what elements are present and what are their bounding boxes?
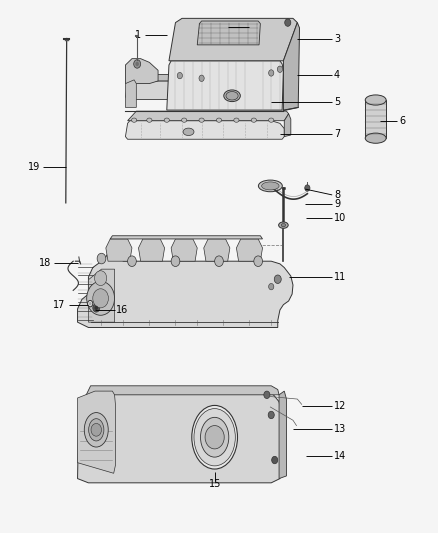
- Text: 15: 15: [208, 479, 221, 489]
- Polygon shape: [169, 18, 297, 61]
- Ellipse shape: [147, 118, 152, 122]
- Ellipse shape: [258, 180, 283, 192]
- Text: 9: 9: [334, 199, 340, 209]
- Circle shape: [87, 281, 115, 316]
- Circle shape: [91, 423, 102, 436]
- Ellipse shape: [88, 419, 104, 441]
- Polygon shape: [204, 239, 230, 261]
- Text: 13: 13: [334, 424, 346, 434]
- Text: 17: 17: [53, 300, 66, 310]
- Text: 2: 2: [251, 22, 258, 32]
- FancyBboxPatch shape: [365, 100, 386, 138]
- Ellipse shape: [183, 128, 194, 135]
- Ellipse shape: [261, 182, 279, 190]
- Circle shape: [88, 301, 93, 307]
- Text: 8: 8: [334, 190, 340, 200]
- Polygon shape: [78, 253, 293, 327]
- Circle shape: [264, 391, 270, 399]
- Circle shape: [274, 275, 281, 284]
- Circle shape: [171, 256, 180, 266]
- Ellipse shape: [365, 133, 386, 143]
- Ellipse shape: [279, 222, 288, 228]
- Text: 18: 18: [39, 258, 51, 268]
- Ellipse shape: [216, 118, 222, 122]
- Circle shape: [285, 19, 291, 26]
- Circle shape: [127, 256, 136, 266]
- Polygon shape: [78, 391, 281, 483]
- Text: 14: 14: [334, 451, 346, 462]
- Circle shape: [89, 302, 92, 305]
- Polygon shape: [167, 61, 283, 110]
- Polygon shape: [106, 239, 132, 261]
- Text: 11: 11: [334, 272, 346, 282]
- Polygon shape: [127, 111, 289, 120]
- Polygon shape: [86, 386, 279, 395]
- Polygon shape: [88, 269, 115, 322]
- Text: 19: 19: [28, 162, 40, 172]
- Ellipse shape: [201, 417, 229, 457]
- Circle shape: [95, 271, 107, 286]
- Polygon shape: [284, 114, 291, 136]
- Text: 1: 1: [135, 30, 141, 40]
- Ellipse shape: [268, 118, 274, 122]
- Ellipse shape: [365, 95, 386, 105]
- Text: 6: 6: [399, 116, 405, 126]
- Polygon shape: [125, 120, 284, 139]
- Circle shape: [95, 306, 98, 310]
- Ellipse shape: [164, 118, 170, 122]
- Circle shape: [305, 185, 310, 191]
- Ellipse shape: [251, 118, 256, 122]
- Ellipse shape: [194, 409, 235, 466]
- Circle shape: [215, 256, 223, 266]
- Text: 5: 5: [334, 97, 340, 107]
- Circle shape: [97, 253, 106, 264]
- Circle shape: [268, 70, 274, 76]
- Polygon shape: [127, 75, 201, 81]
- Polygon shape: [125, 59, 158, 84]
- Ellipse shape: [192, 406, 237, 469]
- Ellipse shape: [281, 223, 286, 227]
- Text: 4: 4: [334, 70, 340, 79]
- Circle shape: [272, 456, 278, 464]
- Circle shape: [134, 60, 141, 68]
- Polygon shape: [283, 22, 300, 110]
- Circle shape: [254, 256, 262, 266]
- Polygon shape: [138, 239, 165, 261]
- Circle shape: [93, 289, 109, 308]
- Polygon shape: [110, 236, 262, 239]
- Circle shape: [268, 284, 274, 290]
- Text: 16: 16: [116, 305, 128, 315]
- Ellipse shape: [84, 413, 108, 447]
- Polygon shape: [125, 81, 199, 100]
- Ellipse shape: [199, 118, 204, 122]
- Ellipse shape: [226, 92, 238, 100]
- Ellipse shape: [182, 118, 187, 122]
- Ellipse shape: [131, 118, 137, 122]
- Polygon shape: [171, 239, 197, 261]
- Circle shape: [135, 62, 139, 66]
- Text: 3: 3: [334, 34, 340, 44]
- Polygon shape: [125, 80, 136, 108]
- Circle shape: [268, 411, 274, 419]
- Text: 10: 10: [334, 213, 346, 223]
- Text: 12: 12: [334, 401, 346, 411]
- Circle shape: [277, 66, 283, 72]
- Circle shape: [205, 425, 224, 449]
- Polygon shape: [197, 21, 260, 45]
- Circle shape: [177, 72, 183, 79]
- Polygon shape: [237, 239, 262, 261]
- Text: 7: 7: [334, 129, 340, 139]
- Ellipse shape: [234, 118, 239, 122]
- Circle shape: [199, 75, 204, 82]
- Ellipse shape: [224, 90, 240, 102]
- Polygon shape: [279, 391, 286, 479]
- Circle shape: [93, 304, 100, 312]
- Polygon shape: [78, 391, 116, 473]
